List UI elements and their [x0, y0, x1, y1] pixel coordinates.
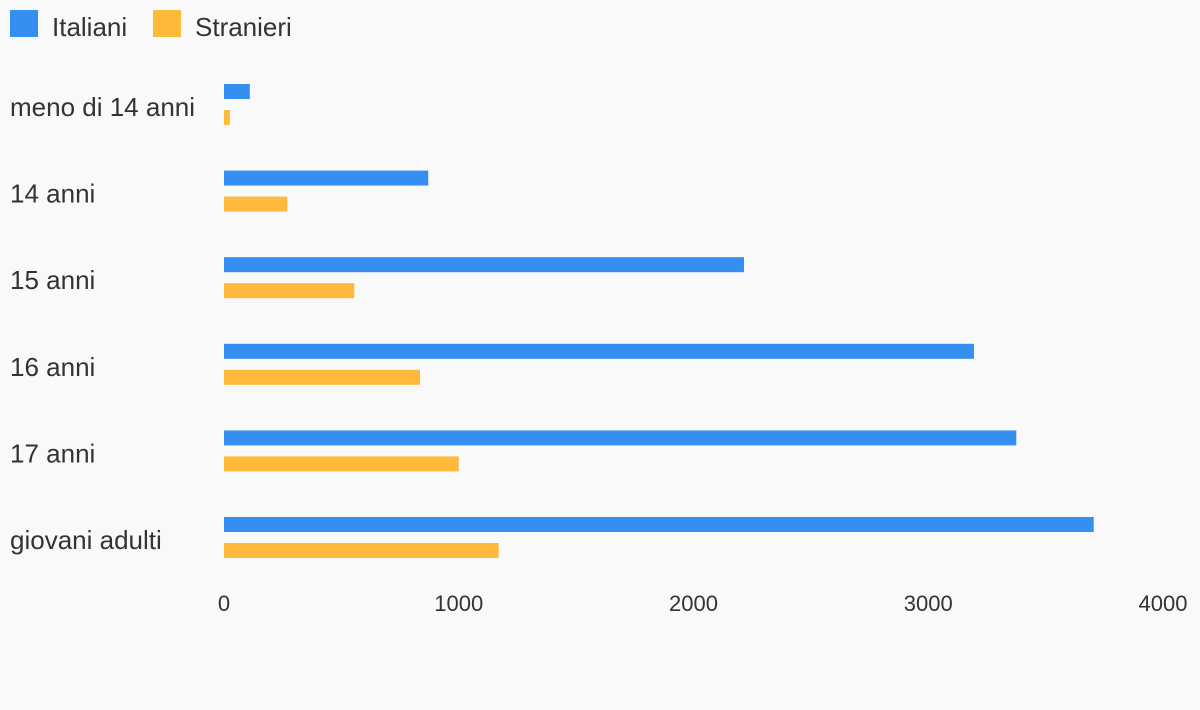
- category-label: 16 anni: [10, 352, 95, 382]
- x-axis-ticks: 0 1000 2000 3000 4000: [218, 591, 1188, 616]
- category-label: 14 anni: [10, 179, 95, 209]
- legend-label-italiani: Italiani: [52, 12, 127, 42]
- x-tick-label: 2000: [669, 591, 718, 616]
- legend-label-stranieri: Stranieri: [195, 12, 292, 42]
- x-tick-label: 1000: [434, 591, 483, 616]
- bar-italiani: [224, 170, 429, 186]
- bar-italiani: [224, 343, 975, 359]
- bar-italiani: [224, 84, 250, 99]
- legend-swatch-stranieri: [153, 10, 181, 37]
- bar-stranieri: [224, 369, 421, 385]
- bar-italiani: [224, 257, 744, 273]
- bar-stranieri: [224, 283, 355, 299]
- bar-stranieri: [224, 196, 288, 212]
- bar-stranieri: [224, 110, 230, 125]
- bar-stranieri: [224, 543, 499, 558]
- category-label: giovani adulti: [10, 525, 162, 555]
- category-label: 15 anni: [10, 265, 95, 295]
- bar-italiani: [224, 430, 1017, 446]
- x-tick-label: 3000: [904, 591, 953, 616]
- bar-italiani: [224, 517, 1094, 532]
- legend: Italiani Stranieri: [10, 10, 292, 42]
- category-label: 17 anni: [10, 438, 95, 468]
- category-label: meno di 14 anni: [10, 92, 195, 122]
- bars: [224, 84, 1094, 558]
- bar-stranieri: [224, 456, 459, 472]
- category-labels: meno di 14 anni 14 anni 15 anni 16 anni 17 a…: [10, 92, 195, 555]
- x-tick-label: 0: [218, 591, 230, 616]
- x-tick-label: 4000: [1139, 591, 1188, 616]
- legend-swatch-italiani: [10, 10, 38, 37]
